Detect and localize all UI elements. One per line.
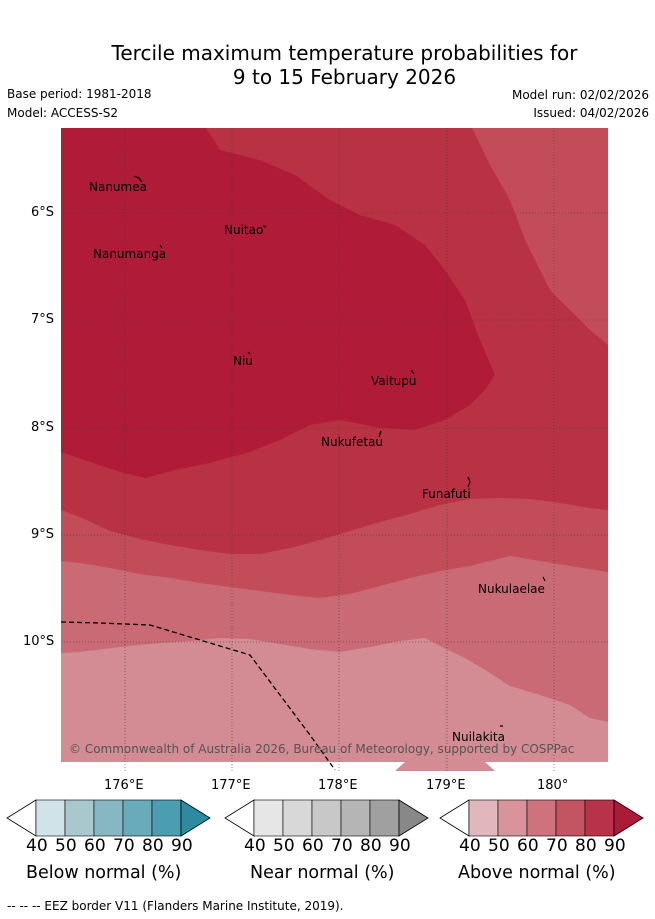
colorbar-tick-label: 60: [84, 836, 106, 856]
lat-tick: 9°S: [31, 527, 55, 542]
colorbar-tick-label: 80: [142, 836, 164, 856]
colorbar-tick-label: 60: [517, 836, 539, 856]
lon-tick: 176°E: [104, 778, 144, 793]
colorbar-tick-label: 50: [55, 836, 77, 856]
place-label: Vaitupu: [371, 374, 417, 388]
colorbar-tick-label: 40: [26, 836, 48, 856]
colorbar-tick-label: 70: [331, 836, 353, 856]
colorbar-legend: [6, 799, 644, 837]
colorbar-segment: [311, 799, 342, 837]
colorbar-segment: [340, 799, 371, 837]
colorbar-segment: [93, 799, 124, 837]
model-name: Model: ACCESS-S2: [7, 106, 119, 120]
place-label: Nuitao: [224, 223, 264, 237]
colorbar-segment: [584, 799, 615, 837]
lat-tick: 7°S: [31, 312, 55, 327]
lat-tick: 6°S: [31, 205, 55, 220]
colorbar-extend-high: [613, 799, 644, 837]
colorbar-segment: [526, 799, 557, 837]
colorbar-segment: [282, 799, 313, 837]
colorbar-title-above: Above normal (%): [458, 863, 616, 883]
title-line-2: 9 to 15 February 2026: [232, 65, 457, 89]
colorbar-title-below: Below normal (%): [26, 863, 182, 883]
colorbar-tick-label: 50: [488, 836, 510, 856]
band-90: [61, 128, 495, 478]
lon-tick: 177°E: [211, 778, 251, 793]
colorbar-tick-label: 40: [244, 836, 266, 856]
colorbar-extend-high: [398, 799, 429, 837]
band-70-top: [472, 128, 608, 345]
title-line-1: Tercile maximum temperature probabilitie…: [111, 41, 578, 65]
colorbar-tick-label: 80: [575, 836, 597, 856]
eez-footnote: -- -- -- EEZ border V11 (Flanders Marine…: [7, 899, 344, 913]
place-label: Nuilakita: [452, 730, 505, 744]
colorbar-segment: [64, 799, 95, 837]
colorbar-title-near: Near normal (%): [250, 863, 395, 883]
model-run: Model run: 02/02/2026: [511, 88, 649, 102]
colorbar-tick-label: 60: [302, 836, 324, 856]
colorbar-segment: [468, 799, 499, 837]
colorbar-extend-low: [439, 799, 470, 837]
place-label: Niu: [233, 354, 253, 368]
place-label: Nukulaelae: [478, 582, 545, 596]
colorbar-tick-label: 90: [604, 836, 626, 856]
place-label: Nanumanga: [93, 247, 167, 261]
colorbar-segment: [369, 799, 400, 837]
place-label: Funafuti: [422, 487, 471, 501]
colorbar-extend-low: [224, 799, 255, 837]
colorbar-segment: [253, 799, 284, 837]
colorbar-tick-label: 90: [171, 836, 193, 856]
place-label: Nanumea: [89, 180, 147, 194]
colorbar-segment: [555, 799, 586, 837]
lon-tick: 178°E: [318, 778, 358, 793]
lon-tick: 179°E: [426, 778, 466, 793]
colorbar-extend-high: [180, 799, 211, 837]
colorbar-segment: [122, 799, 153, 837]
colorbar-extend-low: [6, 799, 37, 837]
colorbar-tick-label: 90: [389, 836, 411, 856]
colorbar-tick-label: 70: [113, 836, 135, 856]
colorbar-segment: [151, 799, 182, 837]
colorbar-tick-label: 80: [360, 836, 382, 856]
colorbar-segment: [35, 799, 66, 837]
issued-date: Issued: 04/02/2026: [533, 106, 649, 120]
colorbar-segment: [497, 799, 528, 837]
lat-tick: 10°S: [23, 634, 55, 649]
colorbar-tick-label: 70: [546, 836, 568, 856]
place-label: Nukufetau: [321, 435, 384, 449]
lon-tick: 180°: [537, 778, 569, 793]
base-period: Base period: 1981-2018: [7, 87, 152, 101]
colorbar-tick-label: 50: [273, 836, 295, 856]
copyright-notice: © Commonwealth of Australia 2026, Bureau…: [69, 742, 575, 756]
lat-tick: 8°S: [31, 420, 55, 435]
colorbar-tick-label: 40: [459, 836, 481, 856]
